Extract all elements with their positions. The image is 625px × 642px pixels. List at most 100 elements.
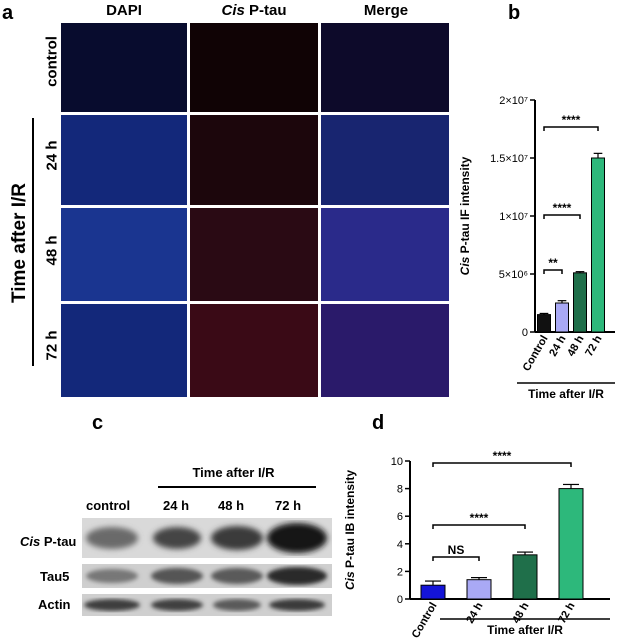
y-tick-label: 1.5×10⁷ [490,153,528,165]
significance-label: **** [470,511,489,525]
row-label-control: control [43,36,61,87]
y-tick-label: 5×10⁶ [499,269,528,281]
x-category-label: Control [521,334,551,374]
y-tick-label: 0 [397,594,403,606]
y-axis-label: Cis P-tau IF intensity [458,156,472,275]
significance-label: **** [562,113,581,127]
x-category-label: 72 h [556,600,578,625]
significance-bracket [543,214,581,219]
y-axis-label-text: P-tau IF intensity [458,156,472,256]
group-bracket-line [32,118,34,366]
significance-bracket [432,524,526,529]
band-actin-72h [269,599,325,611]
y-tick-label: 2×10⁷ [499,95,528,107]
band-tau5-48h [211,568,263,584]
panel-letter-d: d [372,412,385,434]
y-tick-label: 10 [391,456,403,468]
micrograph-dapi-48h [60,207,188,302]
band-cis-ptau-72h [267,523,327,553]
y-tick-label: 6 [397,511,403,523]
y-axis-label-italic: Cis [458,256,472,275]
blot-header-line [158,486,316,488]
bar-chart-if-intensity: 0 5×10⁶ 1×10⁷ 1.5×10⁷ 2×10⁷ Cis P-tau IF inte… [458,95,615,400]
blot-header-time-after-ir: Time after I/R [192,465,275,480]
significance-bracket [543,126,599,131]
significance-bracket [543,269,563,274]
x-category-label: 24 h [464,600,486,625]
micrograph-merge-24h [320,114,450,206]
micrograph-cis-72h [189,303,319,398]
y-tick-label: 2 [397,566,403,578]
panel-letter-c: c [92,412,104,434]
column-header-cis-ptau: Cis P-tau [190,2,318,19]
blot-lane-control: control [86,498,131,513]
bar-48h [573,272,587,333]
blot-lane-24h: 24 h [163,498,190,513]
band-tau5-72h [267,567,327,585]
micrograph-cis-48h [189,207,319,302]
bar-chart-ib-intensity: 0 2 4 6 8 10 Cis P-tau IB intensity Control 24 h… [343,449,610,641]
panel-letter-b: b [508,2,521,24]
bar-72h [591,157,605,333]
column-header-ptau: P-tau [249,2,287,19]
micrograph-merge-control [320,22,450,113]
x-category-label: Control [410,601,440,641]
significance-label: NS [448,543,465,557]
x-category-label: 48 h [565,333,587,358]
micrograph-merge-72h [320,303,450,398]
x-category-label: 48 h [510,600,532,625]
band-cis-ptau-control [86,527,138,549]
band-actin-48h [213,599,261,611]
band-actin-24h [151,599,203,611]
band-cis-ptau-48h [211,526,263,550]
y-tick-label: 1×10⁷ [499,211,528,223]
x-axis-label: Time after I/R [487,623,563,637]
micrograph-cis-24h [189,114,319,206]
blot-row-label-cis: Cis [20,534,41,549]
bar-24h [555,302,569,333]
x-axis-label: Time after I/R [528,387,604,400]
micrograph-dapi-24h [60,114,188,206]
significance-label: ** [548,256,558,270]
bar-48h [512,554,538,600]
group-label-time-after-ir: Time after I/R [9,182,30,304]
blot-row-label-cis-ptau: Cis P-tau [20,534,76,549]
blot-row-label-tau5: Tau5 [40,569,70,584]
y-axis-label-italic: Cis [343,571,357,590]
row-label-72h: 72 h [43,330,61,361]
significance-bracket [432,556,480,561]
column-header-dapi: DAPI [106,2,142,19]
blot-row-label-ptau: P-tau [43,534,77,549]
significance-label: **** [493,449,512,463]
western-blot-image [82,518,332,616]
row-label-48h: 48 h [43,235,61,266]
y-axis-label-text: P-tau IB intensity [343,470,357,572]
band-cis-ptau-24h [153,527,201,549]
significance-label: **** [553,201,572,215]
panel-letter-a: a [2,2,14,24]
band-actin-control [84,599,140,611]
bar-control [420,584,446,600]
column-header-merge: Merge [363,2,409,19]
micrograph-dapi-control [60,22,188,113]
y-tick-label: 4 [397,539,403,551]
band-tau5-control [86,569,138,583]
micrograph-cis-control [189,22,319,113]
x-category-label: 24 h [547,333,569,358]
y-tick-label: 8 [397,484,403,496]
bar-control [537,314,551,333]
band-tau5-24h [151,568,203,584]
blot-lane-48h: 48 h [218,498,245,513]
blot-row-label-actin: Actin [38,597,71,612]
blot-lane-72h: 72 h [275,498,302,513]
x-category-label: 72 h [583,333,605,358]
significance-bracket [432,462,572,467]
y-tick-label: 0 [522,327,528,339]
column-header-cis: Cis [221,2,245,19]
blot-strip-actin [82,594,332,616]
row-label-24h: 24 h [43,140,61,171]
micrograph-merge-48h [320,207,450,302]
bar-72h [558,488,584,600]
y-axis-label: Cis P-tau IB intensity [343,470,357,590]
bar-24h [466,579,492,600]
